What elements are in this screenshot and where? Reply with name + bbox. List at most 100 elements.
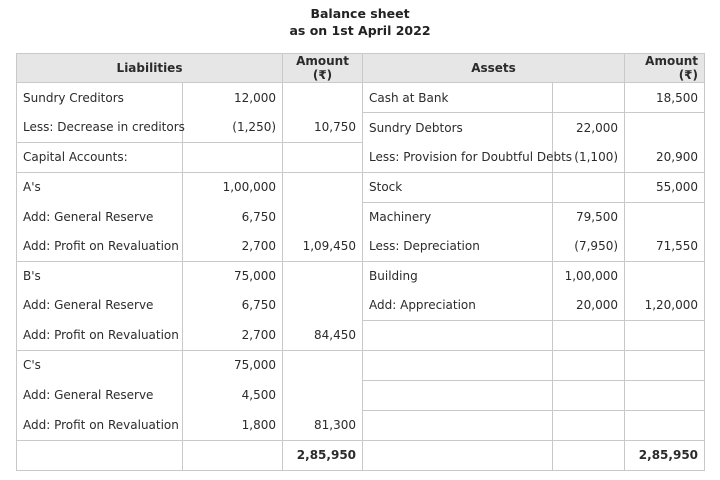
amount-header-right: Amount (₹) [624,53,706,83]
assets-total: 2,85,950 [624,440,706,471]
asset-sub-amount [552,172,626,203]
table-row: A's 1,00,000 Stock 55,000 [16,172,706,203]
asset-sub-amount: 79,500 [552,202,626,232]
asset-label [362,410,554,441]
liability-amount [282,350,364,380]
table-row: Sundry Creditors 12,000 Cash at Bank 18,500 [16,82,706,113]
liability-label: Add: General Reserve [16,290,183,320]
liability-label: Less: Decrease in creditors [16,112,185,143]
table-row: B's 75,000 Building 1,00,000 [16,261,706,291]
asset-label: Add: Appreciation [362,290,554,321]
liability-amount: 81,300 [282,410,364,441]
asset-sub-amount: 1,00,000 [552,261,626,291]
sheet-title: Balance sheet [310,6,410,21]
liability-amount [282,142,364,173]
liability-amount [282,172,364,202]
liability-sub-amount: 2,700 [181,320,284,351]
asset-label: Building [362,261,554,291]
total-row: 2,85,950 2,85,950 [16,440,706,471]
asset-label: Less: Provision for Doubtful Debts [362,142,572,173]
asset-label: Stock [362,172,554,203]
liability-sub-amount: 6,750 [181,290,284,320]
liability-label: Capital Accounts: [16,142,183,173]
liability-sub-amount: 75,000 [181,261,284,291]
header-row: Liabilities Amount (₹) Assets Amount (₹) [15,53,706,83]
liability-amount: 84,450 [282,320,364,351]
assets-header: Assets [362,53,626,83]
liability-sub-amount: 1,800 [181,410,284,441]
asset-amount: 18,500 [624,82,706,113]
total-spacer-left [16,440,183,471]
liability-label: Add: General Reserve [16,202,183,232]
table-row: Add: Profit on Revaluation 1,800 81,300 [16,410,706,441]
asset-label: Cash at Bank [362,82,554,113]
liability-label: C's [16,350,183,380]
asset-sub-amount [552,380,626,411]
liability-sub-amount: 75,000 [181,350,284,380]
asset-label: Machinery [362,202,554,232]
asset-label [362,350,554,381]
liability-amount [282,290,364,320]
liability-sub-amount: 1,00,000 [181,172,284,202]
liability-amount: 10,750 [282,112,364,143]
asset-label [362,320,554,351]
liability-label: Add: Profit on Revaluation [16,410,183,441]
total-spacer-right [362,440,554,471]
total-spacer-left-sub [181,440,284,471]
liability-label: Add: General Reserve [16,380,183,410]
asset-sub-amount: (7,950) [552,231,626,262]
table-row: Add: Profit on Revaluation 2,700 84,450 [16,320,706,351]
table-row: Add: General Reserve 6,750 Machinery 79,500 [16,202,706,232]
liability-sub-amount: 6,750 [181,202,284,232]
liability-sub-amount: 2,700 [181,231,284,262]
liability-label: Add: Profit on Revaluation [16,320,183,351]
asset-amount [624,112,706,142]
asset-amount: 1,20,000 [624,290,706,321]
asset-sub-amount [552,82,626,113]
sheet-subtitle: as on 1st April 2022 [289,23,431,38]
total-spacer-right-sub [552,440,626,471]
asset-amount [624,410,706,441]
liability-label: Sundry Creditors [16,82,183,113]
asset-amount: 20,900 [624,142,706,173]
liabilities-header: Liabilities [15,53,284,83]
asset-label: Sundry Debtors [362,112,554,142]
liability-amount [282,261,364,291]
liability-label: B's [16,261,183,291]
amount-header-left: Amount (₹) [282,53,364,83]
asset-sub-amount [552,350,626,381]
table-row: C's 75,000 [16,350,706,381]
liability-amount [282,82,364,113]
liability-sub-amount: (1,250) [181,112,284,143]
liability-amount: 1,09,450 [282,231,364,262]
table-row: Add: General Reserve 4,500 [16,380,706,411]
table-row: Less: Decrease in creditors (1,250) 10,750… [16,112,706,143]
asset-amount [624,380,706,411]
asset-sub-amount: (1,100) [552,142,626,173]
asset-amount [624,350,706,381]
table-row: Add: Profit on Revaluation 2,700 1,09,450 L… [16,231,706,262]
asset-label: Less: Depreciation [362,231,554,262]
liability-label: A's [16,172,183,202]
asset-amount [624,320,706,351]
liability-sub-amount [181,142,284,173]
asset-sub-amount: 22,000 [552,112,626,142]
asset-sub-amount: 20,000 [552,290,626,321]
asset-sub-amount [552,320,626,351]
asset-sub-amount [552,410,626,441]
asset-amount [624,261,706,291]
liability-amount [282,380,364,410]
asset-amount: 71,550 [624,231,706,262]
asset-label [362,380,554,411]
liability-amount [282,202,364,232]
title-block: Balance sheet as on 1st April 2022 [0,5,720,39]
sheet-body: Sundry Creditors 12,000 Cash at Bank 18,500… [16,82,706,471]
asset-amount [624,202,706,232]
liability-sub-amount: 4,500 [181,380,284,410]
asset-amount: 55,000 [624,172,706,203]
liability-sub-amount: 12,000 [181,82,284,113]
table-row: Add: General Reserve 6,750 Add: Appreciati… [16,290,706,321]
liabilities-total: 2,85,950 [282,440,364,471]
balance-sheet-table: Liabilities Amount (₹) Assets Amount (₹)… [15,53,706,471]
table-row: Capital Accounts: Less: Provision for Dou… [16,142,706,173]
